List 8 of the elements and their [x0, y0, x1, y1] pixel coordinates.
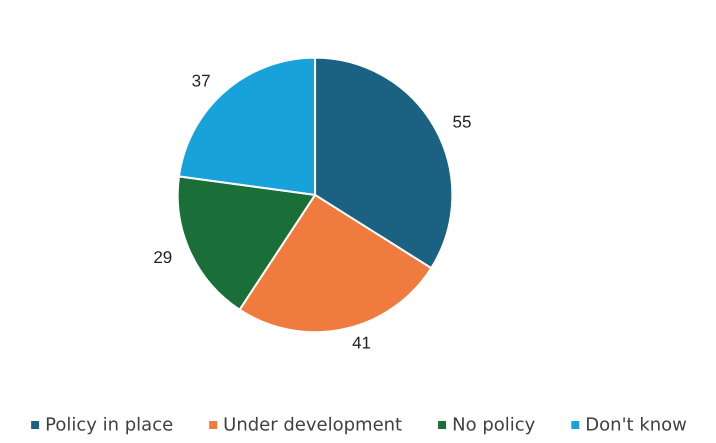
legend-label: Policy in place	[45, 414, 174, 436]
data-label: 37	[192, 71, 211, 90]
data-label: 41	[352, 333, 371, 352]
legend-label: Under development	[223, 414, 402, 436]
legend-label: No policy	[452, 414, 536, 436]
data-label: 55	[452, 112, 472, 132]
data-label: 29	[153, 248, 172, 268]
legend-label: Don't know	[585, 414, 687, 436]
